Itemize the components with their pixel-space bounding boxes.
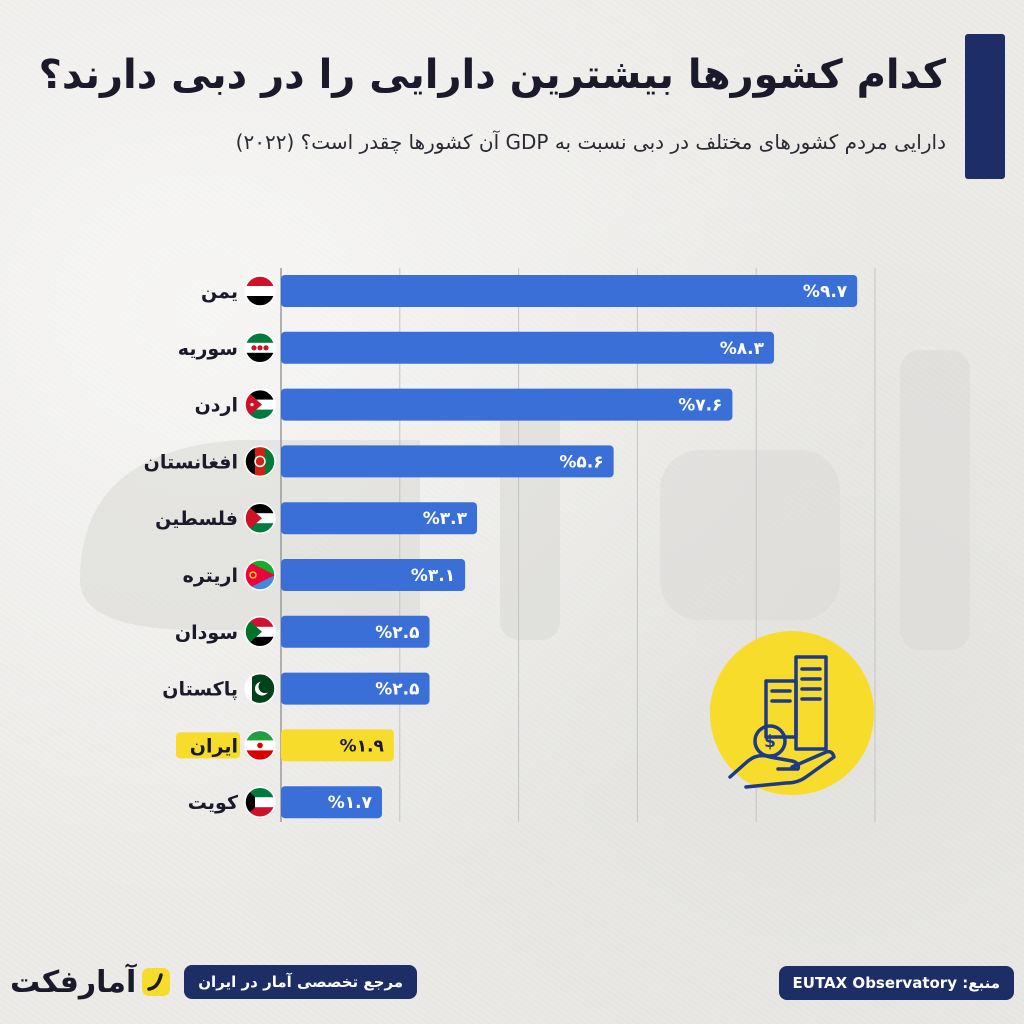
category-label: ایران	[190, 735, 238, 757]
bar	[281, 388, 733, 421]
data-label: %۱.۹	[340, 736, 385, 756]
data-label: %۱.۷	[328, 793, 373, 813]
building-money-hand-icon: $	[710, 631, 874, 795]
palestine-flag-icon	[244, 502, 276, 534]
page-title: کدام کشورها بیشترین دارایی را در دبی دار…	[38, 52, 946, 98]
sudan-flag-icon	[244, 616, 276, 648]
category-label: کویت	[188, 792, 239, 814]
brand-logo[interactable]: آمارفکت	[10, 965, 172, 1000]
data-label: %۵.۶	[559, 452, 603, 472]
tagline-badge: مرجع تخصصی آمار در ایران	[184, 965, 418, 999]
bar	[281, 615, 430, 648]
footer-brand: آمارفکت مرجع تخصصی آمار در ایران	[10, 960, 418, 1004]
bar	[281, 445, 614, 478]
data-label: %۸.۳	[720, 339, 765, 359]
data-label: %۳.۳	[423, 509, 468, 529]
data-label: %۹.۷	[803, 282, 848, 302]
jordan-flag-icon	[244, 388, 276, 421]
category-label: سودان	[175, 622, 238, 644]
bar	[281, 502, 478, 535]
category-label: اریتره	[183, 565, 238, 587]
kuwait-flag-icon	[244, 786, 276, 818]
eritrea-flag-icon	[244, 559, 276, 591]
data-label: %۳.۱	[411, 566, 455, 586]
bar	[281, 559, 466, 591]
source-label: منبع:	[962, 974, 1000, 992]
brand-logo-text: آمارفکت	[10, 964, 137, 1000]
syria-flag-icon	[244, 332, 276, 364]
iran-flag-icon	[244, 729, 276, 762]
svg-text:$: $	[764, 732, 776, 752]
bar	[281, 672, 430, 705]
source-value: EUTAX Observatory	[792, 974, 957, 992]
page-subtitle: دارایی مردم کشورهای مختلف در دبی نسبت به…	[235, 130, 946, 154]
category-highlight	[176, 732, 240, 759]
yemen-flag-icon	[244, 275, 276, 307]
category-label: پاکستان	[162, 679, 238, 701]
brand-logo-icon	[142, 968, 171, 996]
source-badge: منبع: EUTAX Observatory	[778, 966, 1014, 1000]
data-label: %۲.۵	[375, 623, 419, 643]
category-label: فلسطین	[155, 508, 238, 530]
data-label: %۲.۵	[375, 680, 419, 700]
category-label: سوریه	[178, 338, 238, 360]
bar	[281, 786, 382, 819]
bar	[281, 331, 775, 364]
title-accent-bar	[965, 34, 1005, 179]
category-label: افغانستان	[144, 451, 238, 473]
bar	[281, 729, 394, 762]
data-label: %۷.۶	[678, 396, 722, 416]
afghanistan-flag-icon	[244, 445, 276, 478]
category-label: اردن	[195, 395, 238, 417]
bar	[281, 275, 858, 307]
category-label: یمن	[201, 281, 238, 303]
pakistan-flag-icon	[244, 672, 276, 705]
